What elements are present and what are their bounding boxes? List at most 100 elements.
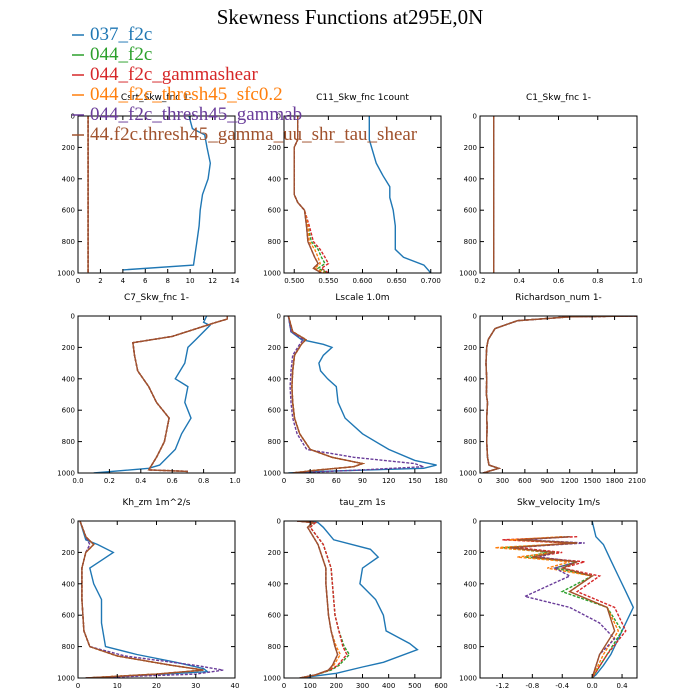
x-tick-label: 0.8: [198, 477, 209, 485]
x-tick-label: 1.0: [631, 277, 642, 285]
series-group: [287, 316, 437, 473]
y-tick-label: 600: [268, 207, 281, 215]
y-tick-label: 200: [268, 549, 281, 557]
x-tick-label: 30: [191, 682, 200, 690]
panel-title: C7_Skw_fnc 1-: [124, 293, 189, 303]
y-tick-label: 1000: [263, 675, 281, 683]
panel-frame: [479, 520, 638, 679]
series-line: [287, 316, 366, 473]
y-tick-label: 200: [464, 549, 477, 557]
legend-item: 044_f2c_thresh45_gammab: [72, 104, 302, 125]
series-line: [287, 316, 366, 473]
panel-frame: [77, 115, 236, 274]
x-tick-label: 1800: [606, 477, 624, 485]
series-line: [93, 316, 212, 473]
y-tick-label: 0: [71, 313, 75, 321]
y-tick-label: 200: [268, 344, 281, 352]
y-tick-label: 600: [464, 612, 477, 620]
x-tick-label: 0.4: [135, 477, 147, 485]
y-tick-label: 800: [62, 438, 75, 446]
y-tick-label: 1000: [459, 270, 477, 278]
x-tick-label: 40: [231, 682, 240, 690]
x-tick-label: 0.6: [553, 277, 565, 285]
y-tick-label: 600: [62, 612, 75, 620]
y-tick-label: 800: [268, 238, 281, 246]
x-tick-label: 300: [496, 477, 509, 485]
panel-title: C11_Skw_fnc 1count: [316, 93, 409, 103]
series-group: [297, 521, 419, 678]
panel-frame: [479, 315, 638, 474]
panel-frame: [77, 315, 236, 474]
legend-label: 44.f2c.thresh45_gamma_uu_shr_tau_shear: [90, 124, 418, 145]
series-group: [87, 116, 212, 273]
x-tick-label: 30: [306, 477, 315, 485]
x-tick-label: 0.550: [318, 277, 338, 285]
series-line: [132, 316, 228, 473]
y-tick-label: 600: [62, 407, 75, 415]
series-line: [287, 316, 424, 473]
y-tick-label: 400: [62, 375, 75, 383]
x-tick-label: 1.0: [229, 477, 240, 485]
x-tick-label: 0.2: [474, 277, 485, 285]
panel-frame: [283, 315, 442, 474]
legend-label: 044_f2c_gammashear: [90, 64, 258, 85]
legend-item: 044_f2c_thresh45_sfc0.2: [72, 84, 283, 105]
x-tick-label: 120: [382, 477, 395, 485]
series-group: [293, 116, 432, 273]
x-tick-label: 0.700: [421, 277, 441, 285]
legend-label: 044_f2c: [90, 44, 152, 65]
y-tick-label: 1000: [57, 270, 75, 278]
series-line: [509, 536, 616, 678]
x-tick-label: 12: [208, 277, 217, 285]
series-group: [494, 521, 635, 678]
series-line: [297, 521, 419, 678]
legend-label: 044_f2c_thresh45_sfc0.2: [90, 84, 283, 105]
series-line: [287, 316, 437, 473]
x-tick-label: 0.650: [387, 277, 407, 285]
y-tick-label: 0: [71, 518, 75, 526]
x-tick-label: 150: [408, 477, 421, 485]
y-tick-label: 0: [277, 113, 281, 121]
series-line: [368, 116, 432, 273]
y-tick-label: 0: [277, 518, 281, 526]
x-tick-label: 0.600: [352, 277, 372, 285]
panel-title: Richardson_num 1-: [515, 293, 602, 303]
series-line: [482, 316, 637, 473]
x-tick-label: 8: [165, 277, 169, 285]
x-tick-label: 100: [303, 682, 316, 690]
legend: 037_f2c044_f2c044_f2c_gammashear044_f2c_…: [72, 24, 418, 145]
y-tick-label: 800: [268, 438, 281, 446]
legend-label: 037_f2c: [90, 24, 152, 45]
series-line: [482, 316, 637, 473]
x-tick-label: 60: [332, 477, 341, 485]
series-line: [482, 316, 637, 473]
series-group: [482, 316, 637, 473]
x-tick-label: 0.2: [104, 477, 115, 485]
x-tick-label: 10: [186, 277, 195, 285]
series-line: [293, 116, 322, 273]
y-tick-label: 1000: [57, 470, 75, 478]
x-tick-label: 0.4: [616, 682, 628, 690]
series-group: [93, 316, 228, 473]
panel-title: Csrt_Skw_fnc 1-: [121, 93, 192, 103]
x-tick-label: -0.4: [555, 682, 569, 690]
series-group: [79, 521, 224, 678]
y-tick-label: 400: [464, 175, 477, 183]
x-tick-label: 14: [231, 277, 240, 285]
x-tick-label: 90: [358, 477, 367, 485]
x-tick-label: 0: [76, 682, 80, 690]
y-tick-label: 400: [464, 580, 477, 588]
panel-frame: [479, 115, 638, 274]
panel-title: Skw_velocity 1m/s: [517, 498, 600, 508]
x-tick-label: 0.8: [592, 277, 603, 285]
legend-item: 044_f2c: [72, 44, 152, 65]
y-tick-label: 400: [62, 175, 75, 183]
y-tick-label: 600: [62, 207, 75, 215]
y-tick-label: 800: [464, 238, 477, 246]
y-tick-label: 800: [62, 238, 75, 246]
